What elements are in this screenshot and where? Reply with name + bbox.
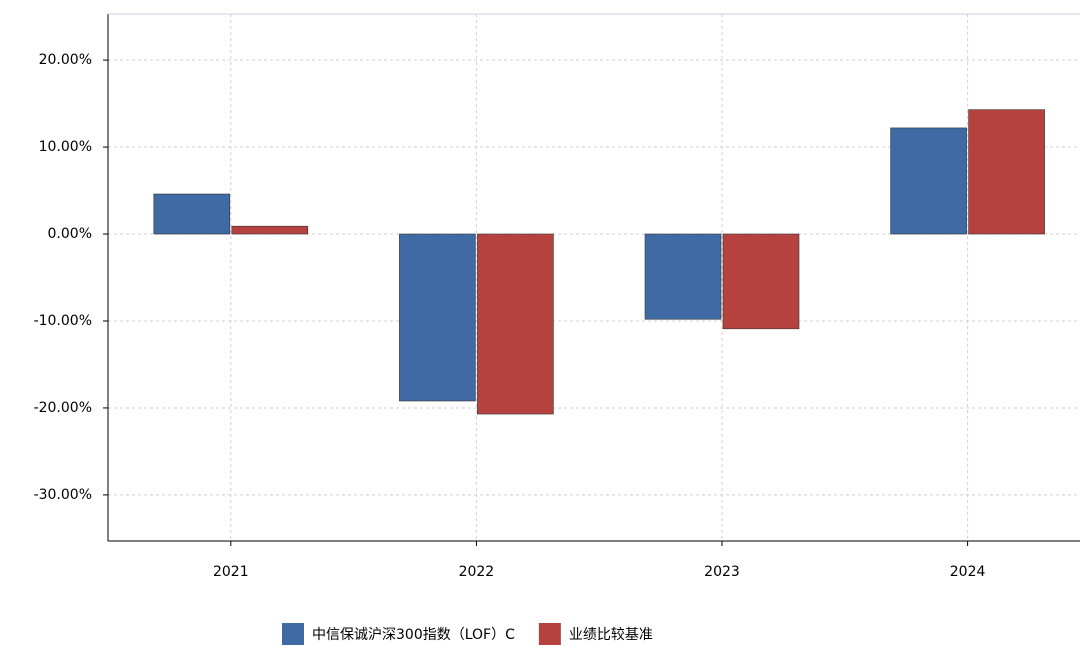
x-tick-label: 2023 <box>704 564 740 580</box>
y-tick-label: -20.00% <box>34 400 92 416</box>
legend-label: 业绩比较基准 <box>569 626 653 643</box>
y-tick-label: -10.00% <box>34 313 92 329</box>
bar <box>644 233 722 320</box>
bar <box>153 193 231 235</box>
x-tick-label: 2024 <box>950 564 986 580</box>
x-tick-label: 2022 <box>459 564 495 580</box>
y-tick-label: 0.00% <box>48 226 92 242</box>
bar <box>399 233 476 402</box>
legend-swatch <box>538 623 561 645</box>
bar <box>231 225 309 235</box>
x-tick-label: 2021 <box>213 564 249 580</box>
bar <box>722 233 800 330</box>
legend-swatch <box>282 623 304 645</box>
y-tick-label: 10.00% <box>39 139 92 155</box>
legend-label: 中信保诚沪深300指数（LOF）C <box>312 627 515 643</box>
bar <box>890 127 967 235</box>
bar <box>968 109 1045 235</box>
y-tick-label: 20.00% <box>39 52 92 68</box>
y-tick-label: -30.00% <box>34 487 92 503</box>
bar <box>477 233 554 415</box>
